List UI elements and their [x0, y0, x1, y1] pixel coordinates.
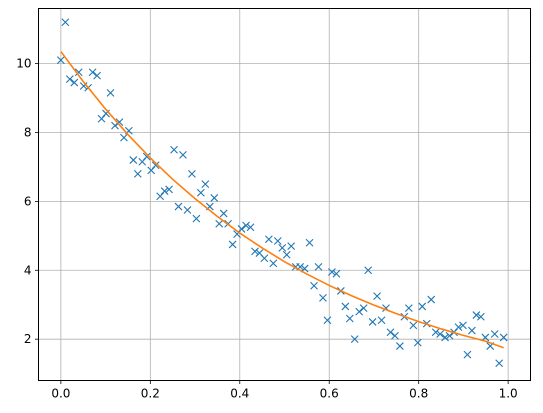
- scatter-point: [287, 242, 296, 251]
- scatter-point: [269, 259, 278, 268]
- y-tick-label: 6: [24, 194, 32, 208]
- scatter-point: [404, 304, 413, 313]
- scatter-point: [373, 292, 381, 300]
- y-tick-label: 10: [16, 57, 31, 71]
- scatter-point: [70, 78, 79, 87]
- x-tick-label: 0.6: [320, 387, 339, 401]
- scatter-point: [418, 302, 427, 311]
- scatter-point: [74, 68, 83, 77]
- scatter-point: [364, 266, 373, 275]
- scatter-point: [260, 254, 269, 263]
- scatter-point: [273, 237, 282, 245]
- y-tick-label: 8: [24, 126, 32, 140]
- scatter-point: [106, 88, 115, 97]
- scatter-point: [183, 206, 192, 214]
- scatter-point: [219, 209, 228, 218]
- scatter-point: [490, 330, 499, 338]
- scatter-point: [201, 180, 210, 189]
- scatter-point: [242, 221, 250, 230]
- scatter-point: [210, 194, 219, 202]
- scatter-point: [427, 295, 436, 304]
- grid: [38, 8, 531, 381]
- scatter-point: [165, 185, 173, 194]
- scatter-point: [368, 318, 377, 326]
- x-tick-label: 0.2: [141, 387, 160, 401]
- scatter-point: [459, 321, 467, 330]
- scatter-point: [431, 328, 440, 337]
- scatter-point: [93, 71, 101, 80]
- scatter-point: [305, 238, 314, 247]
- scatter-point: [499, 333, 508, 342]
- scatter-point: [409, 321, 418, 330]
- scatter-point: [56, 56, 65, 65]
- axes-frame: [38, 8, 531, 381]
- scatter-point: [196, 188, 205, 197]
- scatter-point: [454, 323, 463, 331]
- y-tick-label: 4: [24, 263, 32, 277]
- scatter-point: [142, 152, 151, 161]
- scatter-point: [396, 342, 404, 350]
- scatter-point: [88, 68, 97, 77]
- scatter-point: [323, 316, 332, 325]
- scatter-series: [56, 18, 508, 368]
- scatter-point: [328, 268, 336, 276]
- x-tick-label: 0.4: [230, 387, 249, 401]
- fit-line-series: [60, 51, 504, 349]
- scatter-point: [188, 169, 196, 178]
- scatter-point: [350, 335, 359, 344]
- scatter-point: [151, 161, 160, 170]
- ticks: 0.0 0.2 0.4 0.6 0.8 1.0 2 4 6 8 10: [16, 57, 517, 401]
- scatter-point: [310, 281, 318, 290]
- scatter-point: [65, 75, 74, 84]
- scatter-point: [282, 250, 291, 259]
- x-tick-label: 1.0: [499, 387, 518, 401]
- scatter-point: [386, 328, 395, 337]
- y-tick-label: 2: [24, 332, 32, 346]
- scatter-point: [170, 145, 178, 154]
- scatter-point: [413, 338, 422, 347]
- scatter-point: [246, 223, 255, 232]
- scatter-point: [174, 202, 183, 211]
- scatter-point: [179, 151, 187, 159]
- scatter-point: [436, 330, 445, 338]
- scatter-point: [120, 133, 128, 142]
- scatter-point: [215, 219, 224, 228]
- scatter-point: [359, 304, 368, 313]
- scatter-point: [332, 269, 341, 278]
- scatter-point: [445, 331, 454, 340]
- scatter-point: [160, 187, 169, 195]
- scatter-point: [391, 331, 399, 340]
- scatter-point: [79, 82, 88, 90]
- scatter-point: [441, 333, 449, 342]
- scatter-point: [251, 247, 259, 256]
- scatter-point: [345, 314, 354, 323]
- scatter-point: [314, 262, 323, 271]
- scatter-point: [355, 307, 364, 316]
- scatter-point: [476, 312, 485, 321]
- scatter-point: [228, 240, 237, 249]
- scatter-point: [115, 118, 124, 127]
- scatter-point: [468, 326, 476, 335]
- scatter-point: [278, 244, 287, 252]
- x-tick-label: 0.0: [51, 387, 70, 401]
- scatter-point: [341, 302, 350, 311]
- x-tick-label: 0.8: [409, 387, 428, 401]
- scatter-point: [495, 359, 504, 368]
- scatter-point: [319, 293, 327, 302]
- scatter-point: [463, 350, 472, 359]
- scatter-point: [133, 169, 142, 178]
- scatter-point: [237, 225, 246, 233]
- fit-line: [60, 51, 504, 349]
- scatter-point: [61, 18, 70, 27]
- scatter-point: [264, 235, 273, 244]
- scatter-point: [472, 311, 481, 319]
- scatter-point: [192, 214, 201, 223]
- scatter-point: [377, 316, 386, 325]
- scatter-point: [129, 156, 138, 164]
